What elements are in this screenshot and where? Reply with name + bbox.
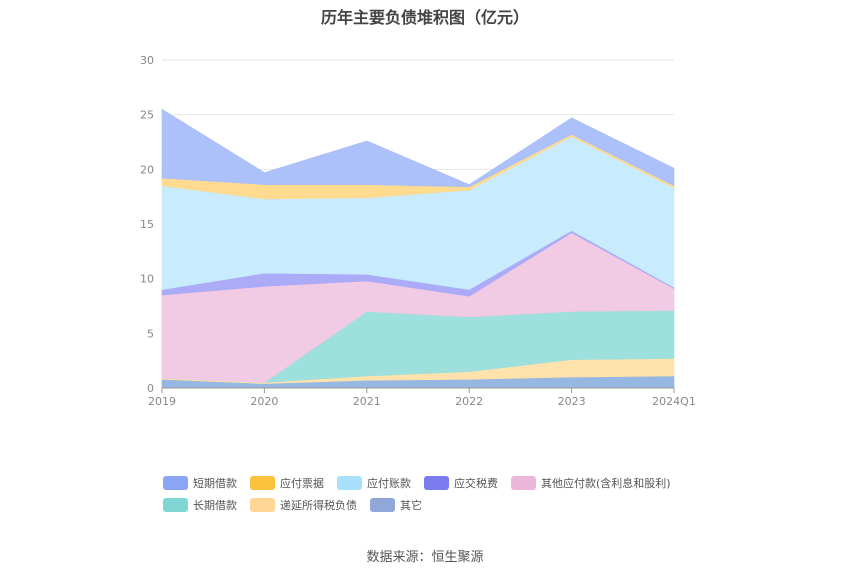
legend-swatch [250,498,275,512]
legend-label: 递延所得税负债 [280,499,357,512]
legend-item[interactable]: 其它 [370,497,422,513]
legend-row-1: 短期借款 应付票据 应付账款 应交税费 其他应付款(含利息和股利) [163,472,723,494]
axes: 0 5 10 15 20 25 30 2019 2020 2021 2022 2023 2024Q1 [140,54,696,408]
y-tick-label: 5 [147,327,154,340]
legend-item[interactable]: 长期借款 [163,497,237,513]
legend-swatch [370,498,395,512]
chart-title: 历年主要负债堆积图（亿元） [320,8,529,27]
legend-label: 应交税费 [454,477,498,490]
legend-item[interactable]: 应付账款 [337,475,411,491]
legend-label: 短期借款 [193,477,237,490]
stacked-area-chart: 0 5 10 15 20 25 30 2019 2020 2021 2022 2023 2024Q1 [140,54,696,408]
legend-label: 应付票据 [280,477,324,490]
legend-swatch [163,498,188,512]
legend-label: 其它 [400,499,422,512]
y-tick-label: 25 [140,109,154,122]
legend: 短期借款 应付票据 应付账款 应交税费 其他应付款(含利息和股利) 长期借款 递延所得税负… [163,472,723,516]
area-series-7[interactable] [161,108,675,188]
x-tick-label: 2019 [148,395,176,408]
legend-item[interactable]: 短期借款 [163,475,237,491]
legend-swatch [337,476,362,490]
area-series [161,108,675,389]
legend-label: 长期借款 [193,499,237,512]
legend-item[interactable]: 递延所得税负债 [250,497,357,513]
legend-item[interactable]: 应交税费 [424,475,498,491]
x-tick-label: 2021 [353,395,381,408]
x-tick-label: 2024Q1 [652,395,696,408]
y-tick-label: 15 [140,218,154,231]
x-tick-label: 2023 [558,395,586,408]
legend-item[interactable]: 应付票据 [250,475,324,491]
legend-label: 应付账款 [367,477,411,490]
legend-swatch [163,476,188,490]
y-tick-label: 30 [140,54,154,67]
legend-row-2: 长期借款 递延所得税负债 其它 [163,494,723,516]
y-tick-label: 20 [140,163,154,176]
legend-swatch [424,476,449,490]
y-tick-label: 0 [147,382,154,395]
y-tick-label: 10 [140,273,154,286]
legend-label: 其他应付款(含利息和股利) [541,477,671,490]
x-tick-label: 2022 [455,395,483,408]
data-source-note: 数据来源：恒生聚源 [366,550,484,565]
legend-swatch [511,476,536,490]
legend-item[interactable]: 其他应付款(含利息和股利) [511,475,671,491]
x-tick-label: 2020 [250,395,278,408]
legend-swatch [250,476,275,490]
